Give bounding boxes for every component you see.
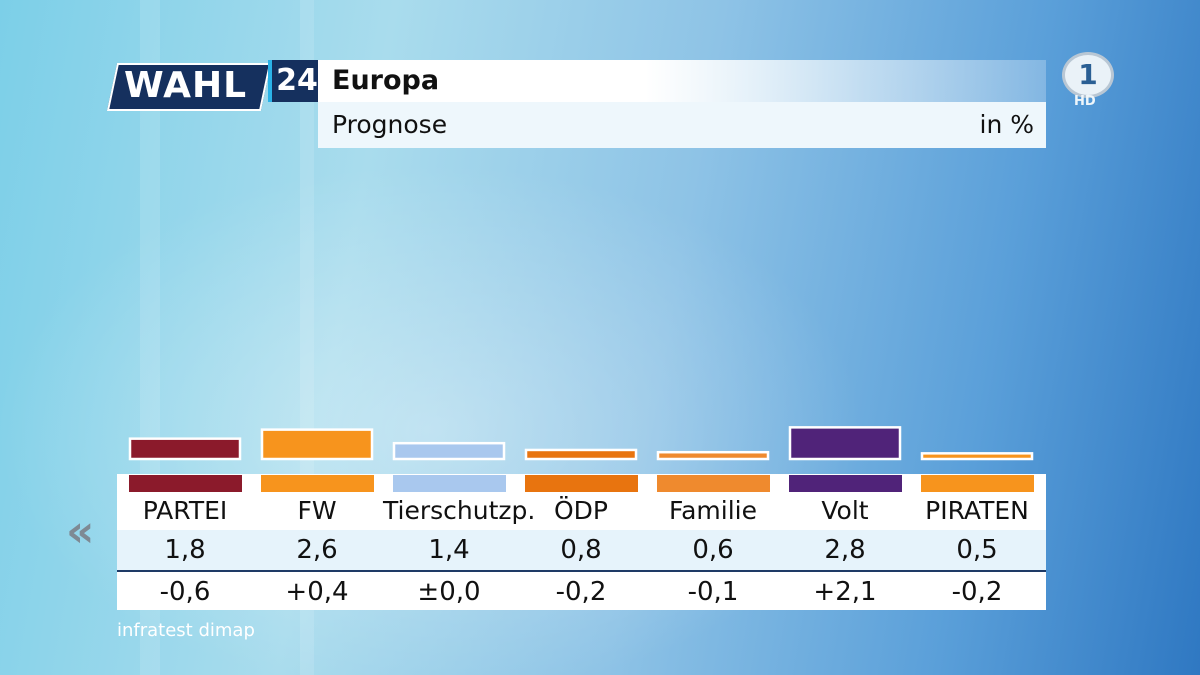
row-separator: [117, 570, 1046, 572]
change-label-partei: -0,6: [159, 577, 211, 607]
color-strip-partei: [129, 475, 242, 492]
chart-title: Europa: [332, 65, 440, 96]
bar-piraten: [920, 452, 1034, 461]
bar-ödp: [524, 448, 638, 461]
hd-badge: HD: [1074, 94, 1096, 109]
color-strip-familie: [657, 475, 770, 492]
value-label-partei: 1,8: [164, 535, 206, 565]
change-label-fw: +0,4: [285, 577, 349, 607]
party-label-fw: FW: [297, 496, 337, 525]
bar-partei: [128, 437, 242, 461]
wahl-logo-number: 24: [268, 60, 322, 102]
change-label-tierschutzp-: ±0,0: [417, 577, 481, 607]
party-label-familie: Familie: [669, 496, 757, 525]
change-label-ödp: -0,2: [555, 577, 607, 607]
subtitle-bar: [318, 102, 1046, 148]
ard-1-logo: 1: [1062, 52, 1114, 98]
wahl-logo-text: WAHL: [124, 65, 248, 106]
value-label-fw: 2,6: [296, 535, 338, 565]
party-label-ödp: ÖDP: [553, 496, 608, 525]
value-label-volt: 2,8: [824, 535, 866, 565]
bar-volt: [788, 426, 902, 461]
title-bar: [318, 60, 1046, 102]
change-label-volt: +2,1: [813, 577, 877, 607]
party-label-volt: Volt: [821, 496, 869, 525]
party-label-tierschutzp-: Tierschutzp.: [383, 496, 536, 525]
party-label-partei: PARTEI: [142, 496, 228, 525]
bar-tierschutzp-: [392, 441, 506, 461]
bar-familie: [656, 450, 770, 461]
color-strip-volt: [789, 475, 902, 492]
chart-subtitle: Prognose: [332, 110, 448, 139]
values-row: [117, 530, 1046, 570]
color-strip-ödp: [525, 475, 638, 492]
value-label-piraten: 0,5: [956, 535, 998, 565]
value-label-ödp: 0,8: [560, 535, 602, 565]
color-strip-tierschutzp-: [393, 475, 506, 492]
value-label-tierschutzp-: 1,4: [428, 535, 470, 565]
double-chevron-left-icon[interactable]: «: [66, 506, 95, 557]
color-strip-piraten: [921, 475, 1034, 492]
change-label-familie: -0,1: [687, 577, 739, 607]
bar-fw: [260, 428, 374, 461]
color-strip-fw: [261, 475, 374, 492]
party-label-piraten: PIRATEN: [925, 496, 1029, 525]
change-label-piraten: -0,2: [951, 577, 1003, 607]
value-label-familie: 0,6: [692, 535, 734, 565]
unit-label: in %: [979, 110, 1035, 139]
source-label: infratest dimap: [117, 620, 255, 641]
